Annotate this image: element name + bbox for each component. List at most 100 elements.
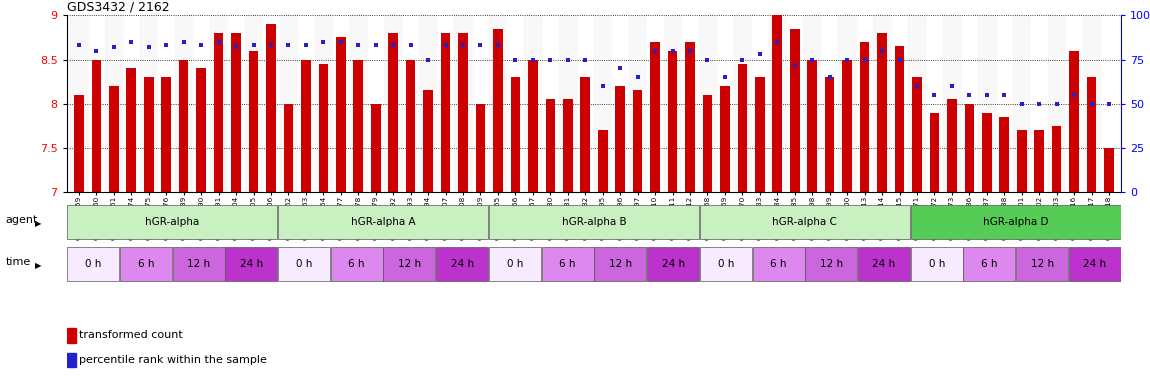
Bar <box>437 15 454 192</box>
Bar <box>703 95 712 192</box>
Bar <box>615 86 624 192</box>
Bar <box>752 247 805 281</box>
Bar <box>576 15 593 192</box>
Bar <box>943 15 960 192</box>
Text: 0 h: 0 h <box>507 259 523 269</box>
Bar <box>632 90 643 192</box>
Bar <box>87 15 105 192</box>
Bar <box>331 247 383 281</box>
Bar <box>1017 247 1068 281</box>
Bar <box>768 15 787 192</box>
Bar <box>1052 126 1061 192</box>
Bar <box>646 15 664 192</box>
Bar <box>996 15 1013 192</box>
Bar <box>598 130 607 192</box>
Bar <box>454 15 471 192</box>
Text: hGR-alpha D: hGR-alpha D <box>983 217 1049 227</box>
Bar <box>873 15 891 192</box>
Bar <box>92 60 101 192</box>
Bar <box>1065 15 1083 192</box>
Bar <box>999 117 1009 192</box>
Bar <box>668 51 677 192</box>
Bar <box>245 15 262 192</box>
Bar <box>1068 247 1121 281</box>
Bar <box>685 42 695 192</box>
Bar <box>1017 130 1027 192</box>
Text: 24 h: 24 h <box>239 259 263 269</box>
Bar <box>266 24 276 192</box>
Bar <box>507 15 524 192</box>
Bar <box>144 77 154 192</box>
Bar <box>751 15 768 192</box>
Bar <box>105 15 123 192</box>
Bar <box>929 113 940 192</box>
Text: hGR-alpha B: hGR-alpha B <box>561 217 627 227</box>
Bar <box>284 104 293 192</box>
Bar <box>511 77 520 192</box>
Text: hGR-alpha A: hGR-alpha A <box>351 217 415 227</box>
Bar <box>699 15 716 192</box>
Bar <box>911 247 963 281</box>
Text: 6 h: 6 h <box>138 259 154 269</box>
Bar <box>67 205 277 238</box>
Bar <box>1070 51 1079 192</box>
Text: agent: agent <box>6 215 38 225</box>
Bar <box>948 99 957 192</box>
Bar <box>807 60 816 192</box>
Bar <box>476 104 485 192</box>
Bar <box>406 60 415 192</box>
Bar <box>650 42 660 192</box>
Bar <box>564 99 573 192</box>
Bar <box>67 328 76 343</box>
Text: 0 h: 0 h <box>85 259 101 269</box>
Text: transformed count: transformed count <box>78 330 183 340</box>
Bar <box>279 15 297 192</box>
Bar <box>926 15 943 192</box>
Bar <box>664 15 681 192</box>
Bar <box>542 15 559 192</box>
Bar <box>858 247 910 281</box>
Bar <box>209 15 228 192</box>
Bar <box>123 15 140 192</box>
Bar <box>262 15 279 192</box>
Bar <box>911 205 1121 238</box>
Text: ▶: ▶ <box>34 219 41 228</box>
Bar <box>383 247 436 281</box>
Bar <box>1101 15 1118 192</box>
Text: 12 h: 12 h <box>820 259 843 269</box>
Text: hGR-alpha C: hGR-alpha C <box>773 217 837 227</box>
Bar <box>489 247 540 281</box>
Bar <box>908 15 926 192</box>
Bar <box>319 64 328 192</box>
Bar <box>197 68 206 192</box>
Bar <box>804 15 821 192</box>
Bar <box>228 15 245 192</box>
Bar <box>700 205 910 238</box>
Bar <box>74 95 84 192</box>
Bar <box>629 15 646 192</box>
Text: 6 h: 6 h <box>770 259 787 269</box>
Bar <box>420 15 437 192</box>
Bar <box>353 60 363 192</box>
Bar <box>528 60 538 192</box>
Bar <box>367 15 384 192</box>
Text: hGR-alpha: hGR-alpha <box>145 217 199 227</box>
Bar <box>1030 15 1048 192</box>
Bar <box>248 51 259 192</box>
Text: 6 h: 6 h <box>981 259 998 269</box>
Bar <box>126 68 136 192</box>
Bar <box>1013 15 1030 192</box>
Bar <box>436 247 488 281</box>
Bar <box>489 205 699 238</box>
Text: 24 h: 24 h <box>661 259 684 269</box>
Bar <box>175 15 192 192</box>
Bar <box>895 46 904 192</box>
Bar <box>179 60 189 192</box>
Text: 12 h: 12 h <box>1030 259 1053 269</box>
Bar <box>489 15 507 192</box>
Bar <box>877 33 887 192</box>
Bar <box>1087 77 1096 192</box>
Bar <box>389 33 398 192</box>
Text: 0 h: 0 h <box>928 259 945 269</box>
Bar <box>734 15 751 192</box>
